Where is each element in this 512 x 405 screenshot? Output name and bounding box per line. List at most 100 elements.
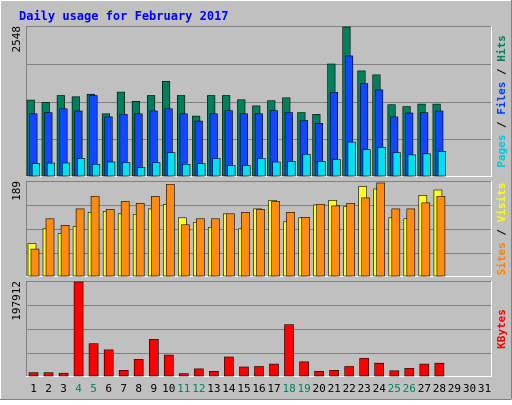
middle-bar-sites-day-9 bbox=[151, 196, 160, 277]
x-tick-label-day-4: 4 bbox=[75, 382, 82, 395]
middle-bar-sites-day-22 bbox=[346, 203, 356, 277]
middle-bar-sites-day-1 bbox=[30, 248, 40, 277]
bottom-bar-kbytes-day-19 bbox=[299, 361, 309, 377]
x-tick-label-day-15: 15 bbox=[237, 382, 250, 395]
x-tick-label-day-31: 31 bbox=[478, 382, 491, 395]
bottom-bar-kbytes-day-2 bbox=[43, 372, 54, 377]
legend-part: Files bbox=[495, 82, 508, 115]
middle-bar-sites-day-17 bbox=[271, 201, 280, 277]
bottom-bar-kbytes-day-20 bbox=[314, 370, 324, 377]
bottom-bar-kbytes-day-13 bbox=[209, 370, 219, 377]
bottom-bar-kbytes-day-21 bbox=[329, 369, 339, 377]
top-bar-pages-day-11 bbox=[182, 164, 191, 177]
bottom-bar-kbytes-day-23 bbox=[359, 358, 370, 377]
bottom-y-max-label: 197912 bbox=[10, 281, 23, 321]
x-tick-label-day-22: 22 bbox=[343, 382, 356, 395]
top-bar-pages-day-19 bbox=[302, 154, 311, 177]
bottom-bar-kbytes-day-5 bbox=[88, 343, 99, 377]
bottom-bar-kbytes-day-17 bbox=[269, 363, 279, 377]
bottom-bar-kbytes-day-8 bbox=[133, 359, 144, 377]
x-tick-label-day-25: 25 bbox=[388, 382, 401, 395]
x-tick-label-day-19: 19 bbox=[297, 382, 310, 395]
middle-bar-sites-day-4 bbox=[75, 208, 85, 277]
top-bar-pages-day-23 bbox=[362, 149, 371, 177]
x-tick-label-day-28: 28 bbox=[433, 382, 446, 395]
x-tick-label-day-12: 12 bbox=[192, 382, 205, 395]
middle-bar-sites-day-13 bbox=[211, 218, 220, 277]
top-bar-pages-day-9 bbox=[152, 162, 161, 177]
bottom-bar-kbytes-day-27 bbox=[419, 363, 430, 377]
middle-bar-sites-day-20 bbox=[316, 204, 325, 277]
legend-part: Hits bbox=[495, 35, 508, 62]
x-tick-label-day-2: 2 bbox=[45, 382, 52, 395]
top-bar-pages-day-27 bbox=[422, 153, 431, 177]
middle-bar-sites-day-3 bbox=[60, 225, 70, 277]
chart-panels: 2548 Pages / Files / Hits 189 Sites / Visit… bbox=[10, 26, 508, 377]
bottom-bar-kbytes-day-22 bbox=[344, 366, 355, 377]
top-bar-pages-day-26 bbox=[407, 154, 416, 177]
top-bar-pages-day-13 bbox=[212, 158, 221, 177]
middle-bar-sites-day-11 bbox=[181, 224, 190, 277]
x-tick-label-day-30: 30 bbox=[463, 382, 476, 395]
top-bar-pages-day-2 bbox=[46, 162, 56, 177]
x-axis-labels: 1 2 3 4 5 6 7 8 9 10 11 12 13 14 15 16 17 18 19 20 21 22 23 24 2… bbox=[30, 382, 491, 395]
top-bar-pages-day-25 bbox=[392, 152, 401, 177]
x-tick-label-day-16: 16 bbox=[252, 382, 265, 395]
legend-part: / bbox=[495, 222, 508, 242]
x-tick-label-day-3: 3 bbox=[60, 382, 67, 395]
bottom-bar-kbytes-day-6 bbox=[103, 349, 114, 377]
legend-part: / bbox=[495, 62, 508, 82]
top-bar-pages-day-1 bbox=[31, 163, 41, 177]
middle-bar-sites-day-7 bbox=[120, 201, 130, 277]
bottom-bar-kbytes-day-28 bbox=[434, 362, 445, 377]
bottom-bar-kbytes-day-1 bbox=[28, 372, 39, 377]
middle-bar-sites-day-23 bbox=[361, 197, 371, 277]
middle-bar-sites-day-8 bbox=[135, 203, 145, 277]
middle-bar-sites-day-14 bbox=[226, 213, 235, 277]
chart-title: Daily usage for February 2017 bbox=[19, 9, 229, 23]
legend-part: Sites bbox=[495, 242, 508, 275]
top-bar-pages-day-15 bbox=[242, 165, 251, 177]
middle-bar-sites-day-16 bbox=[256, 209, 265, 277]
x-tick-label-day-10: 10 bbox=[162, 382, 175, 395]
legend-part: / bbox=[495, 115, 508, 135]
x-tick-label-day-6: 6 bbox=[105, 382, 112, 395]
x-tick-label-day-21: 21 bbox=[328, 382, 341, 395]
middle-bar-sites-day-10 bbox=[166, 184, 175, 277]
middle-bar-sites-day-18 bbox=[286, 212, 295, 277]
x-tick-label-day-9: 9 bbox=[150, 382, 157, 395]
x-tick-label-day-29: 29 bbox=[448, 382, 461, 395]
top-bar-pages-day-8 bbox=[137, 167, 146, 177]
middle-bar-sites-day-26 bbox=[406, 208, 416, 277]
bottom-bar-kbytes-day-18 bbox=[284, 324, 294, 377]
top-bar-pages-day-20 bbox=[317, 161, 326, 177]
x-tick-label-day-26: 26 bbox=[403, 382, 416, 395]
top-bar-pages-day-12 bbox=[197, 163, 206, 177]
bottom-bar-kbytes-day-4 bbox=[73, 281, 84, 377]
top-bar-files-day-5 bbox=[89, 95, 98, 177]
middle-bar-sites-day-28 bbox=[436, 196, 446, 277]
x-tick-label-day-24: 24 bbox=[373, 382, 387, 395]
top-bar-pages-day-24 bbox=[377, 147, 386, 177]
top-bar-pages-day-17 bbox=[272, 161, 281, 177]
top-bar-pages-day-10 bbox=[167, 152, 176, 177]
middle-bar-sites-day-24 bbox=[376, 182, 386, 277]
x-tick-label-day-18: 18 bbox=[282, 382, 295, 395]
x-tick-label-day-11: 11 bbox=[177, 382, 190, 395]
middle-bar-sites-day-19 bbox=[301, 217, 310, 277]
middle-bar-sites-day-21 bbox=[331, 205, 340, 277]
legend-part: Pages bbox=[495, 135, 508, 168]
legend-part: Visits bbox=[495, 183, 508, 223]
bottom-bar-kbytes-day-14 bbox=[224, 356, 234, 377]
top-y-max-label: 2548 bbox=[10, 26, 23, 53]
x-tick-label-day-20: 20 bbox=[312, 382, 325, 395]
bottom-bar-kbytes-day-9 bbox=[149, 339, 159, 377]
x-tick-label-day-27: 27 bbox=[418, 382, 431, 395]
x-tick-label-day-1: 1 bbox=[30, 382, 37, 395]
bottom-series-legend: KBytes bbox=[495, 309, 508, 349]
bottom-bar-kbytes-day-10 bbox=[164, 354, 174, 377]
middle-bar-sites-day-12 bbox=[196, 218, 205, 277]
bottom-bar-kbytes-day-11 bbox=[179, 373, 189, 377]
middle-y-max-label: 189 bbox=[10, 181, 23, 201]
